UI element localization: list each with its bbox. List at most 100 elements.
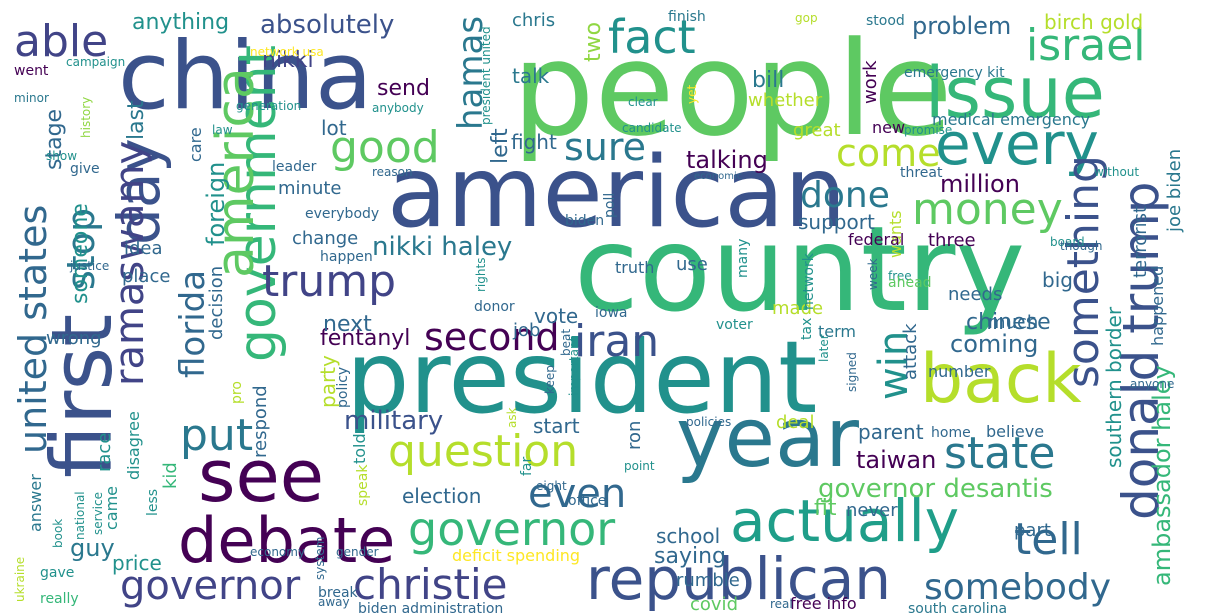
word-later: later — [817, 334, 831, 362]
word-place: place — [122, 266, 171, 287]
word-generation: generation — [236, 99, 302, 113]
word-reason: reason — [372, 165, 413, 179]
word-far: far — [519, 456, 535, 476]
word-lot: lot — [321, 116, 347, 140]
word-board: board — [1050, 235, 1085, 249]
word-question: question — [388, 426, 579, 477]
word-trump: trump — [262, 256, 397, 307]
word-free-info: free info — [790, 594, 857, 613]
word-chris: chris — [512, 10, 556, 31]
word-show: show — [46, 149, 78, 163]
word-tell: tell — [1014, 514, 1083, 565]
word-justice: justice — [70, 259, 110, 273]
word-debate: debate — [178, 504, 396, 577]
word-ask: ask — [505, 407, 519, 428]
word-million: million — [940, 170, 1020, 198]
word-china: china — [118, 22, 373, 131]
word-gave: gave — [40, 565, 75, 581]
word-network-usa: network usa — [250, 45, 324, 59]
word-told: told — [350, 433, 369, 464]
word-next: next — [323, 312, 372, 337]
word-iran: iran — [574, 316, 660, 367]
word-south-carolina: south carolina — [908, 601, 1008, 613]
word-away: away — [318, 595, 350, 609]
word-use: use — [676, 254, 708, 275]
word-fact: fact — [608, 10, 696, 64]
word-money: money — [912, 184, 1063, 235]
word-people: people — [512, 13, 953, 165]
word-happened: happened — [1148, 265, 1167, 346]
word-real: real — [770, 597, 793, 611]
word-keep: keep — [543, 365, 557, 394]
word-send: send — [377, 76, 430, 101]
word-school: school — [656, 524, 721, 548]
word-clear: clear — [628, 95, 658, 109]
word-promise: promise — [904, 123, 953, 137]
word-finish: finish — [668, 9, 706, 25]
word-candidate: candidate — [622, 121, 682, 135]
word-price: price — [112, 551, 162, 575]
word-every: every — [935, 110, 1099, 178]
word-anybody: anybody — [372, 101, 424, 115]
word-talking: talking — [686, 146, 768, 174]
word-speak: speak — [355, 464, 371, 506]
word-left: left — [488, 128, 513, 164]
word-point: point — [624, 459, 655, 473]
word-put: put — [180, 410, 254, 461]
word-country: country — [574, 200, 1026, 338]
word-great: great — [793, 120, 841, 141]
word-week: week — [866, 258, 880, 290]
word-governor-desantis: governor desantis — [818, 474, 1053, 504]
word-absolutely: absolutely — [260, 10, 395, 40]
word-tax: tax — [799, 317, 815, 340]
word-threat: threat — [900, 165, 943, 181]
word-chinese: chinese — [966, 310, 1051, 335]
word-much: much — [988, 312, 1039, 333]
word-eight: eight — [536, 479, 567, 493]
word-needs: needs — [948, 284, 1003, 305]
word-decision: decision — [206, 265, 227, 340]
word-everybody: everybody — [305, 206, 380, 222]
word-ron: ron — [624, 420, 645, 450]
word-governor-indigo: governor — [120, 563, 301, 609]
word-without: without — [1094, 165, 1140, 179]
word-attack: attack — [900, 323, 921, 381]
word-big: big — [1042, 268, 1073, 292]
word-nikki-haley: nikki haley — [372, 232, 513, 262]
word-biden: biden — [565, 213, 605, 229]
word-important: important — [567, 336, 581, 396]
word-christie: christie — [353, 560, 508, 609]
word-able: able — [14, 16, 109, 67]
word-wrong: wrong — [46, 328, 102, 349]
word-policies: policies — [686, 415, 732, 429]
word-went: went — [14, 63, 49, 79]
word-nikki: nikki — [262, 48, 314, 73]
word-issue: issue — [925, 52, 1105, 134]
word-someone: someone — [68, 203, 93, 304]
word-economic: economic — [694, 171, 743, 182]
word-back: back — [920, 340, 1082, 419]
word-number: number — [928, 362, 991, 381]
word-really: really — [40, 591, 79, 607]
word-fight: fight — [511, 130, 557, 154]
word-second: second — [424, 315, 560, 359]
word-ramaswamy: ramaswamy — [107, 140, 153, 386]
word-signed: signed — [845, 352, 859, 392]
word-less: less — [145, 488, 161, 516]
word-start: start — [533, 414, 580, 438]
word-actually: actually — [730, 487, 960, 555]
word-parent: parent — [858, 420, 924, 444]
word-military: military — [344, 406, 444, 436]
word-saying: saying — [654, 544, 726, 569]
word-three: three — [928, 230, 976, 251]
word-rights: rights — [474, 257, 488, 292]
word-year: year — [676, 391, 859, 486]
word-florida: florida — [173, 269, 213, 378]
word-made: made — [772, 298, 824, 319]
word-part: part — [1014, 520, 1051, 541]
word-republican: republican — [586, 545, 892, 613]
word-term: term — [818, 322, 856, 341]
word-leader: leader — [272, 159, 317, 175]
word-iowa: iowa — [595, 305, 628, 321]
word-minute: minute — [278, 178, 342, 199]
